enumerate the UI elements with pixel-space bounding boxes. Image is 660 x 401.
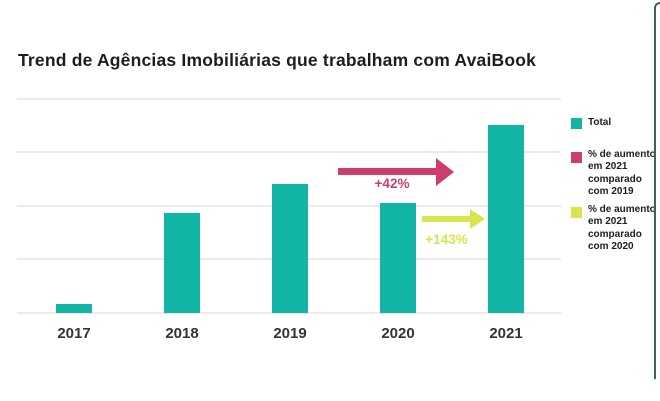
legend-item-total: Total — [571, 117, 657, 129]
legend-label-increase-2019: % de aumento em 2021 comparado com 2019 — [588, 149, 656, 197]
increase-2020-2021-arrow — [422, 216, 470, 222]
legend-item-increase-2020: % de aumento em 2021 comparado com 2020 — [571, 204, 657, 253]
legend-label-increase-2020: % de aumento em 2021 comparado com 2020 — [588, 204, 656, 252]
gridline — [17, 151, 561, 153]
x-axis-label-2021: 2021 — [489, 325, 523, 342]
bar-2019 — [272, 184, 308, 313]
legend-label-total: Total — [588, 117, 612, 128]
legend-swatch-increase-2020 — [571, 207, 582, 218]
bar-2020 — [380, 203, 416, 313]
x-axis-label-2019: 2019 — [273, 325, 307, 342]
legend-item-increase-2019: % de aumento em 2021 comparado com 2019 — [571, 149, 657, 198]
window-edge-border — [654, 2, 660, 379]
legend-swatch-increase-2019 — [571, 152, 582, 163]
bar-2017 — [56, 304, 92, 313]
bar-2021 — [488, 125, 524, 313]
x-axis-label-2017: 2017 — [57, 325, 91, 342]
legend-swatch-total — [571, 118, 582, 129]
gridline — [17, 98, 561, 100]
chart-title: Trend de Agências Imobiliárias que traba… — [18, 50, 537, 70]
increase-2019-2021-arrowhead-icon — [436, 158, 454, 186]
increase-2019-2021-label: +42% — [374, 176, 410, 191]
x-axis-label-2020: 2020 — [381, 325, 415, 342]
increase-2020-2021-arrowhead-icon — [470, 209, 485, 229]
bar-2018 — [164, 213, 200, 313]
increase-2020-2021-label: +143% — [425, 232, 468, 247]
gridline-baseline — [17, 312, 561, 314]
x-axis-label-2018: 2018 — [165, 325, 199, 342]
increase-2019-2021-arrow — [338, 168, 436, 175]
